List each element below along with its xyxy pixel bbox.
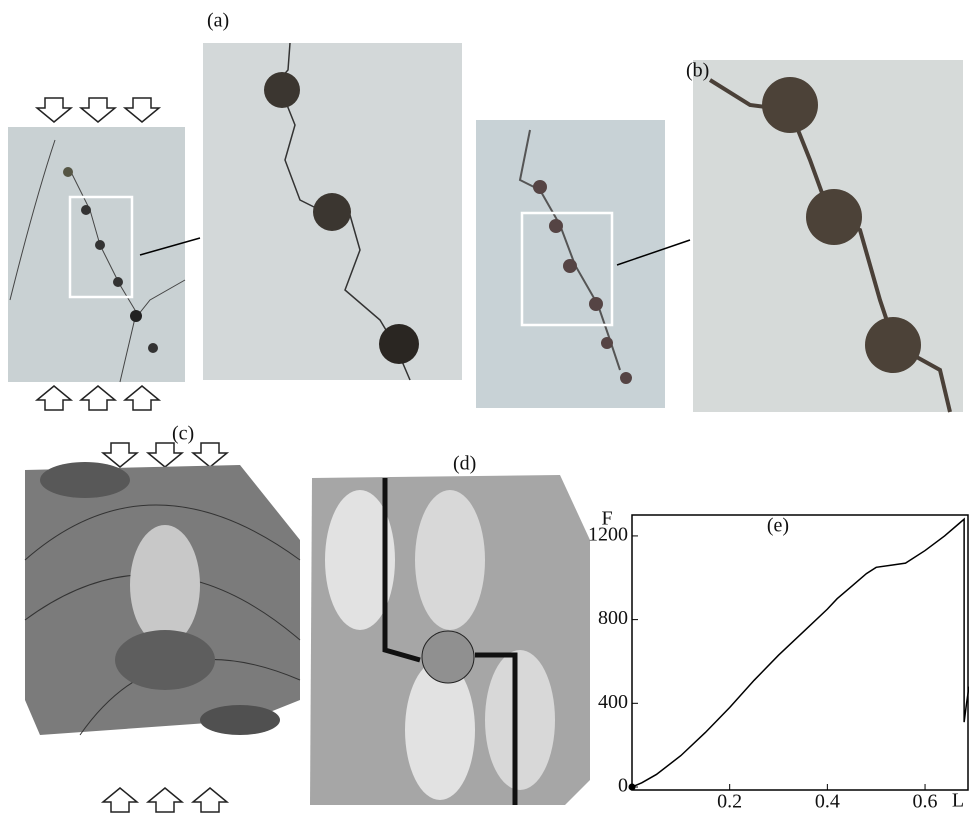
x-tick-label: 0.2 bbox=[717, 791, 742, 813]
contour-d bbox=[310, 475, 590, 805]
x-tick-label: 0.6 bbox=[913, 791, 938, 813]
y-tick-label: 1200 bbox=[588, 524, 628, 546]
panel-label: (b) bbox=[686, 60, 709, 82]
figure: (a)(b)(c)(d)(e)FL040080012000.20.40.6 bbox=[0, 0, 969, 818]
panel-label: (c) bbox=[172, 423, 194, 445]
x-tick-label: 0.4 bbox=[815, 791, 840, 813]
panel-label: (d) bbox=[453, 453, 476, 475]
plot-frame bbox=[632, 515, 968, 790]
photo-b bbox=[476, 60, 963, 412]
y-tick-label: 800 bbox=[598, 607, 628, 629]
y-tick-label: 400 bbox=[598, 691, 628, 713]
y-tick-label: 0 bbox=[618, 775, 628, 797]
photo-a bbox=[8, 43, 462, 410]
x-axis-label: L bbox=[952, 790, 964, 812]
chart-title: (e) bbox=[767, 515, 789, 537]
panel-label: (a) bbox=[207, 10, 229, 32]
contour-c bbox=[25, 443, 300, 812]
origin-dot bbox=[629, 784, 636, 791]
data-line bbox=[632, 519, 969, 787]
